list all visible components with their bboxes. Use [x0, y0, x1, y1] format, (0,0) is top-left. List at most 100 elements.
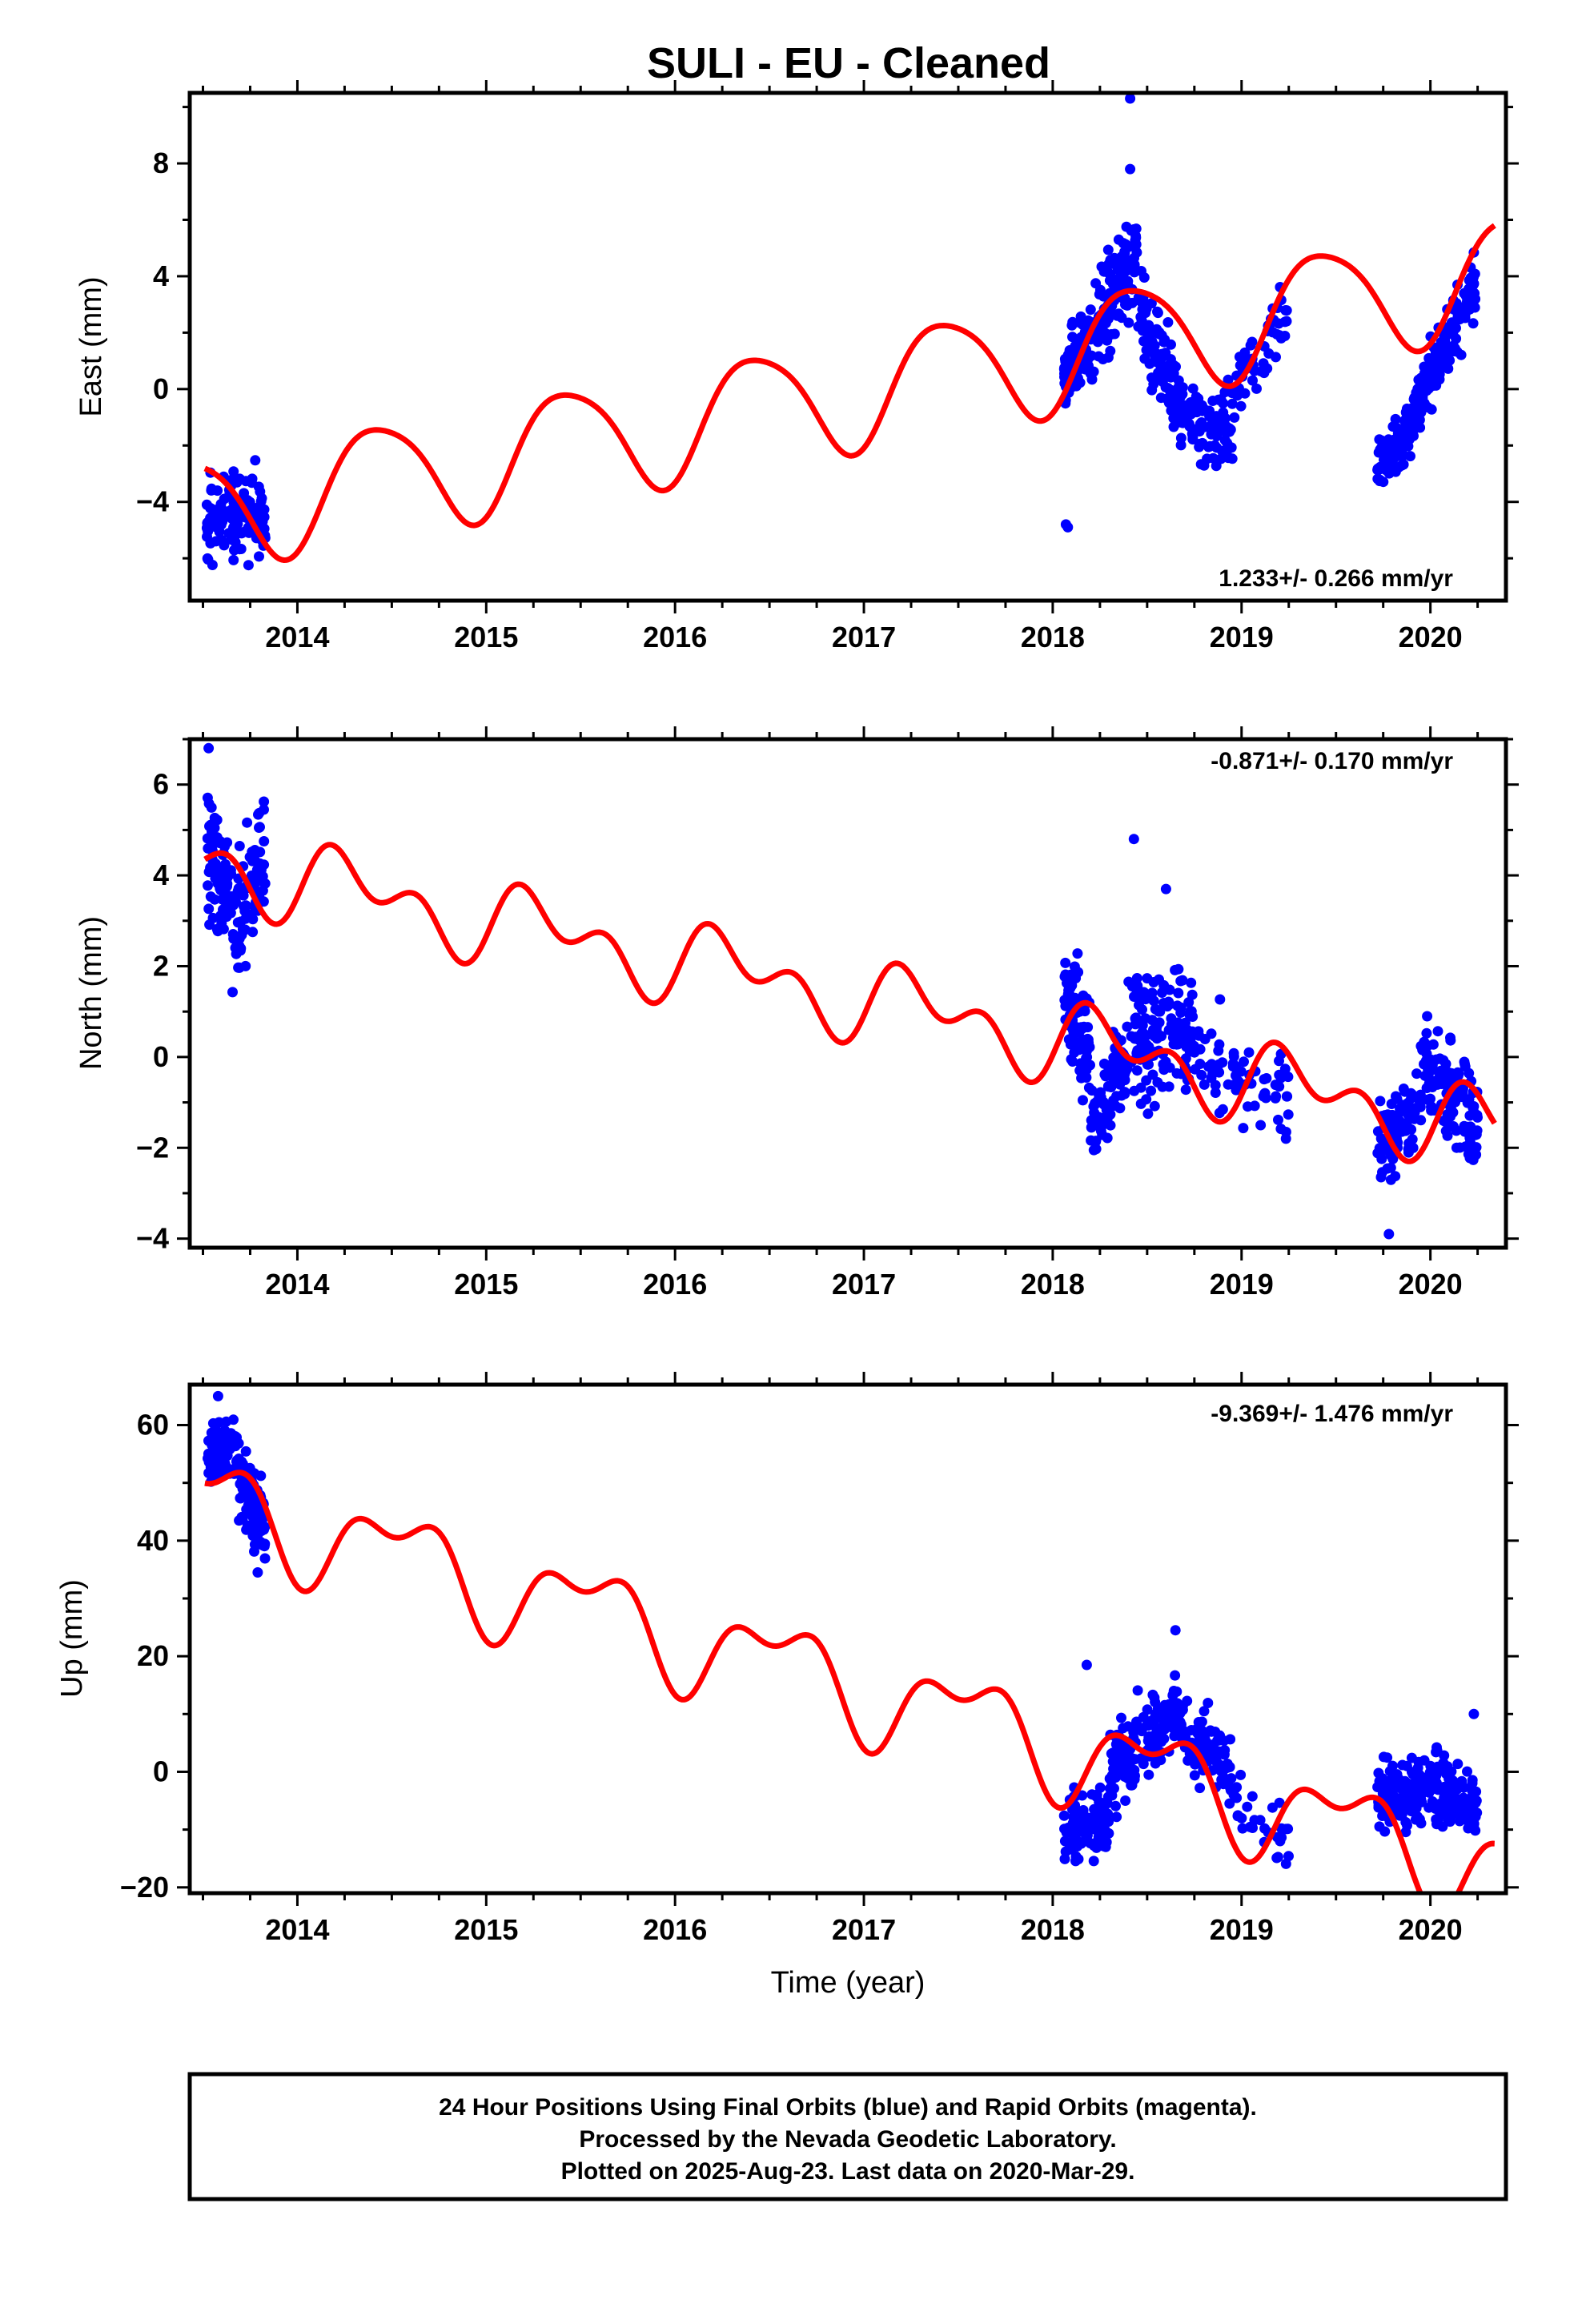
north-data-point: [1074, 1044, 1085, 1055]
north-x-tick-label: 2018: [1021, 1268, 1085, 1301]
east-model-curve: [203, 223, 1496, 563]
north-data-point: [255, 846, 266, 858]
east-data-point: [1206, 420, 1217, 431]
north-data-point: [1106, 1071, 1117, 1082]
north-data-point: [1090, 1120, 1102, 1131]
north-data-point: [1063, 985, 1074, 996]
north-data-point: [259, 836, 270, 846]
north-data-point: [227, 987, 238, 998]
north-data-point: [259, 878, 271, 889]
up-data-point: [1398, 1794, 1409, 1804]
up-data-point: [1444, 1816, 1456, 1827]
up-data-point: [1276, 1832, 1287, 1843]
east-y-tick-label: −4: [136, 485, 169, 518]
east-data-point: [229, 545, 239, 556]
up-axis-ticks: 2014 2015 2016 2017 2018 2019 2020 −20 0 20 40 60: [120, 1372, 1519, 1946]
east-data-point: [1130, 231, 1142, 242]
north-data-point: [1199, 1034, 1211, 1044]
east-data-point: [1375, 442, 1387, 453]
up-data-point: [1395, 1778, 1406, 1789]
north-data-point: [1425, 1079, 1436, 1090]
up-data-point: [1464, 1802, 1476, 1813]
up-data-point: [1274, 1797, 1285, 1808]
east-data-point: [1456, 349, 1467, 360]
up-data-point: [1111, 1750, 1122, 1761]
east-data-point: [1059, 368, 1070, 379]
north-data-point: [1143, 1059, 1154, 1070]
east-data-point: [1226, 442, 1237, 453]
north-data-point: [1069, 961, 1080, 972]
up-data-point: [1431, 1814, 1442, 1825]
east-data-point: [1468, 279, 1479, 291]
up-data-point: [207, 1439, 218, 1450]
north-data-point: [1140, 994, 1151, 1005]
east-data-point: [1464, 304, 1476, 315]
north-data-point: [1149, 1028, 1159, 1039]
up-data-point: [212, 1390, 223, 1401]
up-data-point: [1089, 1803, 1100, 1815]
north-data-point: [206, 802, 217, 813]
up-data-point: [1130, 1771, 1140, 1781]
east-data-point: [1239, 388, 1251, 399]
north-data-point: [1390, 1171, 1401, 1182]
north-x-tick-label: 2016: [643, 1268, 707, 1301]
east-data-point: [1273, 318, 1284, 329]
up-data-point: [1170, 1670, 1181, 1681]
north-axis-label: North (mm): [74, 916, 108, 1070]
east-x-tick-label: 2017: [832, 621, 896, 653]
east-data-point: [1166, 339, 1176, 350]
up-data-point: [207, 1456, 217, 1467]
north-data-point: [1431, 1054, 1442, 1065]
east-data-point: [1142, 325, 1154, 336]
east-data-point: [1104, 311, 1115, 322]
up-y-tick-label: 0: [153, 1755, 169, 1787]
up-data-point: [1259, 1823, 1271, 1834]
east-data-point: [1203, 441, 1214, 452]
east-frame: [187, 90, 1508, 603]
east-data-point: [1162, 317, 1174, 328]
east-data-point: [1449, 343, 1460, 354]
east-data-point: [1162, 383, 1174, 394]
north-y-tick-label: 4: [153, 858, 169, 891]
east-data-point: [1085, 304, 1096, 316]
up-data-point: [1189, 1770, 1200, 1781]
east-data-point: [1224, 423, 1235, 434]
east-data-point: [1235, 400, 1247, 412]
up-data-point: [1431, 1742, 1442, 1753]
north-data-point: [1078, 1095, 1088, 1106]
north-data-point: [1160, 883, 1171, 895]
east-x-tick-label: 2020: [1399, 621, 1463, 653]
north-data-point: [1255, 1120, 1267, 1131]
east-data-point: [1152, 306, 1162, 317]
north-data-point: [1447, 1073, 1457, 1084]
north-data-point: [1274, 1081, 1285, 1092]
north-data-point: [1385, 1149, 1396, 1160]
up-data-point: [1098, 1832, 1109, 1844]
up-axis-label: Up (mm): [55, 1579, 89, 1698]
up-data-point: [1427, 1796, 1438, 1807]
east-data-point: [1207, 396, 1219, 406]
north-data-point: [1166, 1013, 1177, 1024]
east-data-point: [1175, 432, 1186, 444]
east-data-point: [1263, 348, 1275, 359]
up-data-point: [1062, 1824, 1073, 1835]
east-y-tick-label: 0: [153, 372, 169, 405]
east-data-point: [1214, 420, 1225, 430]
north-data-point: [235, 916, 247, 927]
east-data-point: [1082, 358, 1093, 369]
north-data-point: [1462, 1097, 1473, 1108]
up-data-point: [1196, 1716, 1207, 1727]
north-data-point: [1149, 1100, 1160, 1112]
east-data-point: [1102, 335, 1113, 346]
east-data-point: [243, 560, 254, 571]
up-data-point: [1383, 1787, 1395, 1798]
north-data-point: [222, 879, 233, 890]
up-data-point: [1471, 1786, 1482, 1797]
east-data-point: [203, 554, 214, 565]
east-data-point: [1073, 339, 1084, 350]
north-data-point: [1259, 1074, 1270, 1085]
north-data-point: [1130, 1019, 1141, 1030]
north-data-point: [1387, 1124, 1399, 1135]
up-data-point: [1150, 1758, 1161, 1769]
up-y-tick-label: 20: [137, 1639, 169, 1672]
